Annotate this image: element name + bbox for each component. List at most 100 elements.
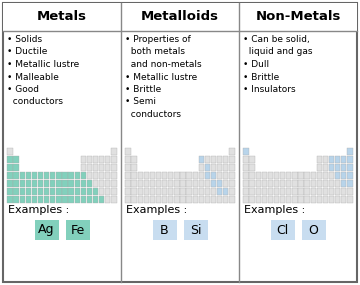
Bar: [26, 196, 31, 203]
Text: O: O: [309, 223, 319, 237]
Bar: [341, 188, 346, 195]
Bar: [256, 180, 261, 187]
Bar: [217, 164, 222, 171]
Bar: [298, 196, 304, 203]
Bar: [193, 196, 198, 203]
Bar: [125, 188, 131, 195]
Bar: [199, 180, 204, 187]
Bar: [335, 164, 340, 171]
Bar: [62, 172, 68, 179]
Bar: [44, 196, 49, 203]
Bar: [229, 188, 235, 195]
Bar: [286, 188, 292, 195]
Bar: [99, 164, 104, 171]
Text: Fe: Fe: [70, 223, 85, 237]
Bar: [256, 172, 261, 179]
Bar: [87, 196, 92, 203]
Bar: [87, 188, 92, 195]
Bar: [280, 172, 285, 179]
Bar: [329, 164, 334, 171]
Bar: [341, 180, 346, 187]
Bar: [329, 188, 334, 195]
Bar: [305, 196, 310, 203]
Bar: [323, 172, 328, 179]
Bar: [111, 172, 117, 179]
Bar: [125, 148, 131, 154]
Bar: [56, 180, 62, 187]
Bar: [199, 164, 204, 171]
Bar: [105, 180, 111, 187]
Bar: [323, 196, 328, 203]
Bar: [62, 196, 68, 203]
Bar: [341, 156, 346, 163]
Bar: [229, 196, 235, 203]
Bar: [50, 196, 55, 203]
Bar: [323, 164, 328, 171]
Bar: [229, 148, 235, 154]
Bar: [249, 172, 255, 179]
Bar: [180, 196, 186, 203]
Bar: [193, 180, 198, 187]
Bar: [217, 172, 222, 179]
Bar: [347, 180, 352, 187]
Bar: [180, 188, 186, 195]
Bar: [335, 188, 340, 195]
Bar: [268, 188, 273, 195]
Bar: [7, 180, 13, 187]
Bar: [26, 180, 31, 187]
Bar: [150, 188, 155, 195]
Bar: [347, 148, 352, 154]
Bar: [223, 164, 229, 171]
Bar: [7, 188, 13, 195]
Bar: [56, 188, 62, 195]
Bar: [138, 196, 143, 203]
Bar: [229, 156, 235, 163]
Bar: [274, 196, 279, 203]
Bar: [68, 180, 74, 187]
Bar: [7, 148, 13, 154]
Text: Metalloids: Metalloids: [141, 11, 219, 23]
Bar: [243, 164, 249, 171]
Bar: [111, 188, 117, 195]
Bar: [44, 180, 49, 187]
Bar: [125, 164, 131, 171]
Bar: [298, 172, 304, 179]
Bar: [270, 220, 294, 240]
Bar: [168, 188, 174, 195]
Bar: [193, 172, 198, 179]
Bar: [19, 172, 25, 179]
Bar: [138, 180, 143, 187]
Bar: [174, 172, 180, 179]
Bar: [19, 196, 25, 203]
Bar: [144, 188, 149, 195]
Bar: [239, 3, 357, 31]
Bar: [156, 172, 161, 179]
Bar: [44, 172, 49, 179]
Bar: [311, 180, 316, 187]
Bar: [111, 148, 117, 154]
Text: Examples :: Examples :: [244, 205, 305, 215]
Bar: [32, 172, 37, 179]
Bar: [7, 164, 13, 171]
Bar: [131, 156, 137, 163]
Bar: [193, 188, 198, 195]
Bar: [168, 196, 174, 203]
Bar: [211, 188, 216, 195]
Bar: [87, 180, 92, 187]
Bar: [317, 188, 322, 195]
Bar: [186, 180, 192, 187]
Bar: [262, 188, 267, 195]
Bar: [56, 196, 62, 203]
Bar: [249, 164, 255, 171]
Bar: [317, 180, 322, 187]
Bar: [87, 156, 92, 163]
Bar: [150, 196, 155, 203]
Bar: [81, 188, 86, 195]
Text: Examples :: Examples :: [126, 205, 187, 215]
Bar: [168, 172, 174, 179]
Bar: [223, 180, 229, 187]
Bar: [223, 172, 229, 179]
Bar: [317, 164, 322, 171]
Bar: [62, 180, 68, 187]
Bar: [199, 188, 204, 195]
